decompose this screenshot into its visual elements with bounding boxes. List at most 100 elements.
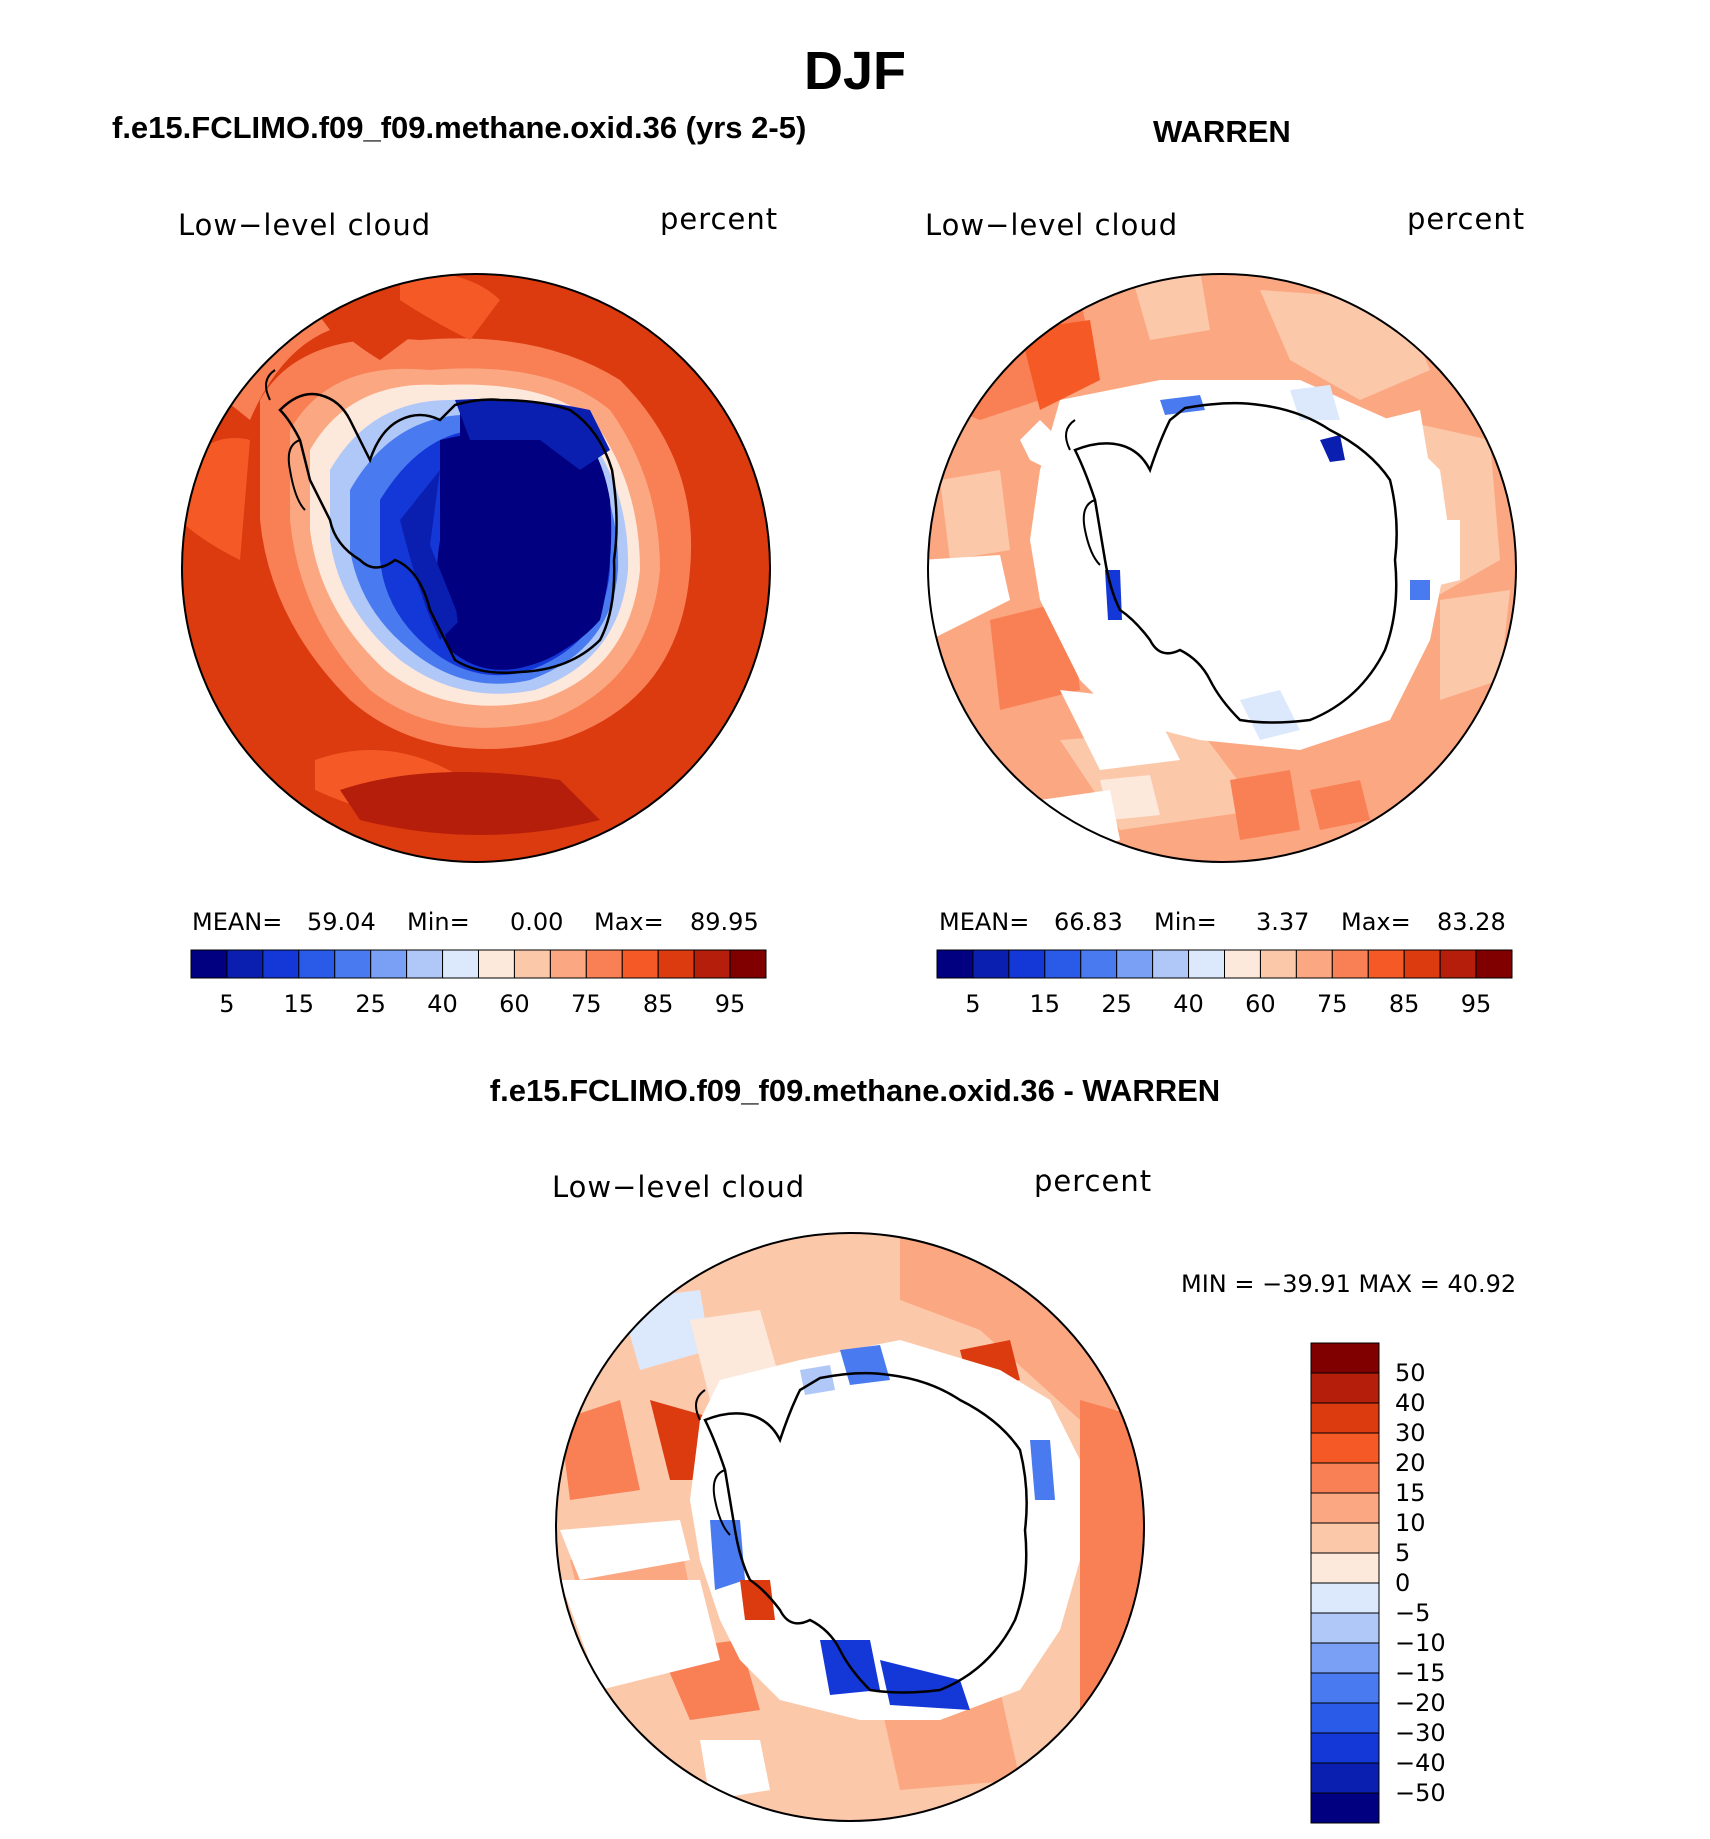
right-colorbar-swatch xyxy=(1403,949,1441,979)
diff-colorbar-swatch xyxy=(1310,1702,1380,1734)
left-max-label: Max= xyxy=(594,908,664,936)
diff-colorbar-tick-label: −15 xyxy=(1395,1659,1446,1687)
diff-colorbar-swatch xyxy=(1310,1492,1380,1524)
diff-colorbar-tick-label: 40 xyxy=(1395,1389,1426,1417)
right-min-value: 3.37 xyxy=(1256,908,1310,936)
diff-range-text: MIN = −39.91 MAX = 40.92 xyxy=(1181,1270,1517,1298)
diff-colorbar-swatch xyxy=(1310,1372,1380,1404)
right-colorbar-swatch xyxy=(1008,949,1046,979)
right-colorbar-tick-label: 85 xyxy=(1389,990,1420,1018)
diff-colorbar-tick-label: −30 xyxy=(1395,1719,1446,1747)
right-colorbar-tick-label: 95 xyxy=(1461,990,1492,1018)
right-max-label: Max= xyxy=(1341,908,1411,936)
diff-colorbar-swatch xyxy=(1310,1612,1380,1644)
right-colorbar-swatch xyxy=(1224,949,1261,979)
left-colorbar-tick-label: 95 xyxy=(715,990,746,1018)
left-max-value: 89.95 xyxy=(690,908,759,936)
left-map-border xyxy=(181,273,771,863)
right-mean-value: 66.83 xyxy=(1054,908,1123,936)
left-colorbar-swatch xyxy=(406,949,444,979)
right-colorbar-swatch xyxy=(1152,949,1190,979)
left-map xyxy=(182,274,770,862)
right-colorbar-swatch xyxy=(1259,949,1297,979)
left-colorbar-swatch xyxy=(513,949,551,979)
right-min-label: Min= xyxy=(1154,908,1217,936)
right-colorbar-tick-label: 75 xyxy=(1317,990,1348,1018)
left-colorbar-swatch xyxy=(442,949,479,979)
left-colorbar-swatch xyxy=(262,949,300,979)
diff-colorbar-swatch xyxy=(1310,1342,1380,1374)
right-colorbar-swatch xyxy=(1295,949,1333,979)
left-panel-title: f.e15.FCLIMO.f09_f09.methane.oxid.36 (yr… xyxy=(112,110,807,145)
right-colorbar-tick-label: 5 xyxy=(965,990,980,1018)
diff-colorbar-tick-label: 50 xyxy=(1395,1359,1426,1387)
diff-colorbar-tick-label: 30 xyxy=(1395,1419,1426,1447)
diff-colorbar-swatch xyxy=(1310,1732,1380,1764)
left-colorbar-swatch xyxy=(621,949,659,979)
right-colorbar-swatch xyxy=(1080,949,1118,979)
diff-colorbar-swatch xyxy=(1310,1582,1380,1614)
diff-colorbar-tick-label: 15 xyxy=(1395,1479,1426,1507)
left-min-value: 0.00 xyxy=(510,908,564,936)
diff-colorbar-swatch xyxy=(1310,1432,1380,1464)
left-colorbar-swatch xyxy=(226,949,264,979)
left-colorbar-tick-label: 75 xyxy=(571,990,602,1018)
right-colorbar-swatch xyxy=(1475,949,1513,979)
left-min-label: Min= xyxy=(407,908,470,936)
right-units-label: percent xyxy=(1407,202,1526,236)
right-colorbar-tick-label: 60 xyxy=(1245,990,1276,1018)
figure-title: DJF xyxy=(803,41,906,101)
left-mean-label: MEAN= xyxy=(192,908,283,936)
left-colorbar-swatch xyxy=(693,949,731,979)
diff-colorbar-tick-label: −20 xyxy=(1395,1689,1446,1717)
diff-colorbar-tick-label: −5 xyxy=(1395,1599,1430,1627)
left-colorbar-tick-label: 60 xyxy=(499,990,530,1018)
diff-colorbar-tick-label: −50 xyxy=(1395,1779,1446,1807)
right-map xyxy=(928,274,1516,862)
diff-colorbar-tick-label: 20 xyxy=(1395,1449,1426,1477)
right-field-label: Low−level cloud xyxy=(925,208,1179,242)
right-colorbar-swatch xyxy=(936,949,974,979)
diff-colorbar-tick-label: 5 xyxy=(1395,1539,1410,1567)
diff-field-label: Low−level cloud xyxy=(552,1170,806,1204)
diff-colorbar-tick-label: 10 xyxy=(1395,1509,1426,1537)
diff-map xyxy=(556,1233,1144,1821)
left-colorbar-tick-label: 25 xyxy=(355,990,386,1018)
left-colorbar-swatch xyxy=(190,949,228,979)
right-colorbar-tick-label: 25 xyxy=(1101,990,1132,1018)
left-colorbar-tick-label: 85 xyxy=(643,990,674,1018)
diff-colorbar-tick-label: −10 xyxy=(1395,1629,1446,1657)
left-field-label: Low−level cloud xyxy=(178,208,432,242)
right-colorbar-swatch xyxy=(1188,949,1225,979)
left-colorbar-swatch xyxy=(478,949,515,979)
right-colorbar-swatch xyxy=(1439,949,1477,979)
diff-colorbar-swatch xyxy=(1310,1522,1380,1554)
diff-colorbar-swatch xyxy=(1310,1762,1380,1794)
right-max-value: 83.28 xyxy=(1437,908,1506,936)
right-colorbar-tick-label: 15 xyxy=(1030,990,1061,1018)
right-colorbar-swatch xyxy=(1044,949,1082,979)
left-units-label: percent xyxy=(660,202,779,236)
diff-colorbar-swatch xyxy=(1310,1642,1380,1674)
left-colorbar-tick-label: 5 xyxy=(219,990,234,1018)
left-colorbar-tick-label: 40 xyxy=(427,990,458,1018)
left-colorbar-swatch xyxy=(298,949,336,979)
diff-colorbar-tick-label: −40 xyxy=(1395,1749,1446,1777)
right-colorbar-swatch xyxy=(972,949,1010,979)
diff-colorbar-swatch xyxy=(1310,1672,1380,1704)
left-colorbar-swatch xyxy=(657,949,695,979)
right-colorbar-swatch xyxy=(1331,949,1369,979)
right-panel-title: WARREN xyxy=(1153,114,1291,149)
diff-colorbar-swatch xyxy=(1310,1462,1380,1494)
diff-colorbar-swatch xyxy=(1310,1792,1380,1824)
diff-colorbar-swatch xyxy=(1310,1552,1380,1584)
diff-panel-title: f.e15.FCLIMO.f09_f09.methane.oxid.36 - W… xyxy=(489,1073,1221,1108)
right-colorbar-swatch xyxy=(1367,949,1405,979)
left-colorbar-swatch xyxy=(370,949,408,979)
left-colorbar-swatch xyxy=(729,949,767,979)
diff-map-border xyxy=(555,1232,1145,1822)
left-colorbar-swatch xyxy=(549,949,587,979)
left-colorbar-tick-label: 15 xyxy=(284,990,315,1018)
